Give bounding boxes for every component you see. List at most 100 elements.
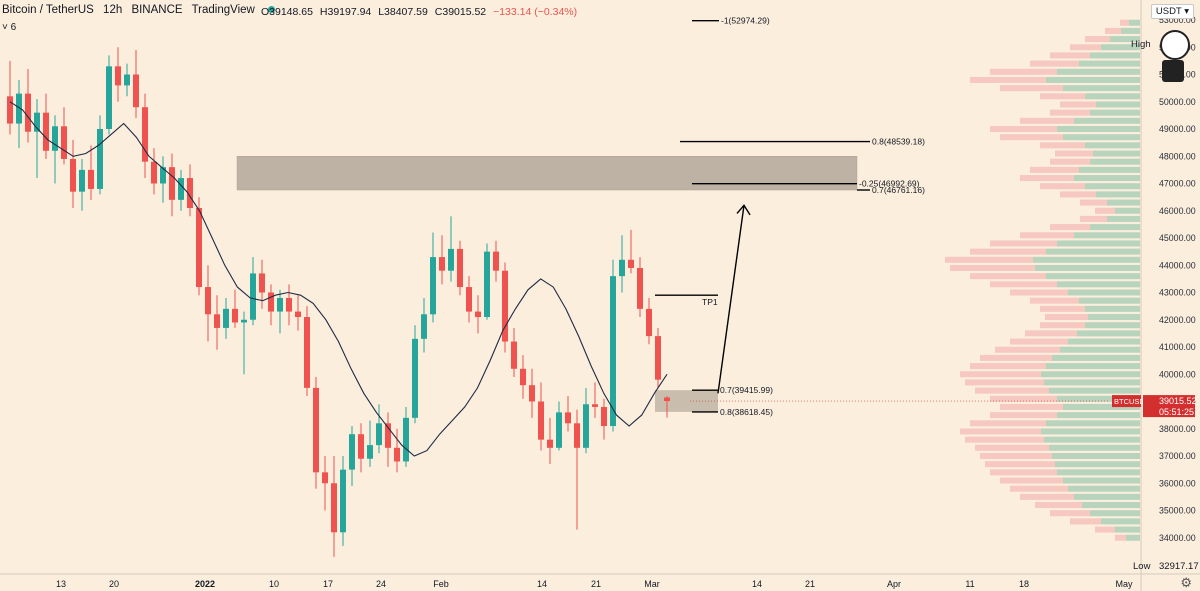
- volume-profile-bar-buy: [1126, 534, 1140, 541]
- candle-body: [43, 112, 49, 151]
- currency-label: USDT: [1155, 6, 1182, 17]
- volume-profile-bar-buy: [1063, 477, 1140, 484]
- candle-body: [412, 338, 418, 418]
- volume-profile-bar-sell: [1040, 305, 1085, 312]
- ticker-tag: [1112, 395, 1141, 408]
- candle-body: [565, 412, 571, 424]
- candle-body: [79, 169, 85, 192]
- volume-profile-bar-buy: [1046, 273, 1140, 280]
- volume-profile-bar-buy: [1090, 52, 1140, 59]
- candle-body: [187, 178, 193, 209]
- volume-profile-bar-buy: [1057, 68, 1140, 75]
- x-tick-label: 24: [376, 579, 386, 589]
- candle-body: [439, 257, 445, 271]
- interval-label[interactable]: 12h: [103, 4, 123, 16]
- candle-body: [538, 401, 544, 440]
- candle-body: [16, 93, 22, 124]
- y-tick-label: 46000.00: [1159, 206, 1196, 216]
- indicator-toggle[interactable]: ˅ 6: [2, 22, 17, 33]
- candle-body: [430, 257, 436, 315]
- x-tick-label: 18: [1019, 579, 1029, 589]
- volume-profile-bar-buy: [1057, 281, 1140, 288]
- candle-body: [160, 167, 166, 184]
- volume-profile-bar-sell: [990, 469, 1057, 476]
- volume-profile-bar-sell: [970, 363, 1046, 370]
- currency-button[interactable]: USDT ▾: [1150, 4, 1194, 19]
- candle-body: [34, 112, 40, 132]
- candle-body: [592, 404, 598, 407]
- volume-profile-bar-sell: [970, 76, 1046, 83]
- candle-body: [358, 434, 364, 459]
- volume-profile-bar-sell: [1040, 183, 1085, 190]
- volume-profile-bar-buy: [1044, 379, 1140, 386]
- candle-body: [88, 169, 94, 189]
- candle-body: [664, 397, 670, 402]
- volume-profile-bar-buy: [1068, 338, 1140, 345]
- candle-body: [493, 251, 499, 271]
- x-tick-label: Apr: [887, 579, 901, 589]
- candle-body: [205, 287, 211, 315]
- candle-body: [403, 417, 409, 462]
- volume-profile-bar-buy: [1055, 461, 1140, 468]
- volume-profile-bar-buy: [1041, 371, 1140, 378]
- volume-profile-bar-buy: [1096, 101, 1140, 108]
- volume-profile-bar-sell: [1035, 502, 1082, 509]
- candle-body: [259, 273, 265, 293]
- x-tick-label: 11: [965, 579, 974, 589]
- chart-header: Bitcoin / TetherUS 12h BINANCE TradingVi…: [2, 4, 283, 16]
- volume-profile-bar-buy: [1090, 158, 1140, 165]
- x-tick-label: 14: [752, 579, 762, 589]
- volume-profile-bar-buy: [1096, 191, 1140, 198]
- ohlc-low: L38407.59: [378, 6, 428, 18]
- volume-profile-bar-sell: [990, 68, 1057, 75]
- candle-body: [133, 74, 139, 108]
- x-tick-label: 17: [323, 579, 333, 589]
- volume-profile-bar-buy: [1046, 420, 1140, 427]
- projection-arrow: [717, 205, 745, 394]
- volume-profile-bar-buy: [1063, 134, 1140, 141]
- author-avatar-icon: [1160, 30, 1190, 60]
- y-tick-label: 47000.00: [1159, 179, 1196, 189]
- volume-profile-bar-buy: [1046, 248, 1140, 255]
- volume-profile-bar-sell: [1030, 297, 1079, 304]
- volume-profile-bar-sell: [1000, 477, 1063, 484]
- volume-profile-bar-buy: [1074, 175, 1140, 182]
- candle-body: [583, 404, 589, 448]
- volume-profile-bar-sell: [1010, 338, 1068, 345]
- x-tick-label: 21: [591, 579, 601, 589]
- volume-profile-bar-buy: [1046, 363, 1140, 370]
- market-status-icon: [268, 6, 276, 14]
- volume-profile-bar-buy: [1101, 518, 1140, 525]
- x-tick-label: 14: [537, 579, 547, 589]
- volume-profile-bar-buy: [1063, 85, 1140, 92]
- candle-body: [196, 208, 202, 288]
- candle-body: [340, 469, 346, 533]
- volume-profile-bar-buy: [1090, 109, 1140, 116]
- volume-profile-bar-sell: [1010, 289, 1068, 296]
- volume-profile-bar-sell: [990, 281, 1057, 288]
- candle-body: [214, 314, 220, 328]
- x-tick-label: 20: [109, 579, 119, 589]
- volume-profile-bar-sell: [965, 436, 1044, 443]
- volume-profile-bar-buy: [1057, 469, 1140, 476]
- settings-gear-icon[interactable]: ⚙: [1180, 575, 1192, 590]
- volume-profile-bar-sell: [1080, 199, 1107, 206]
- volume-profile-bar-sell: [1115, 534, 1126, 541]
- low-label: Low: [1133, 561, 1151, 572]
- volume-profile-bar-sell: [1050, 109, 1090, 116]
- volume-profile-bar-sell: [945, 256, 1033, 263]
- volume-profile-bar-buy: [1085, 322, 1140, 329]
- candle-body: [466, 287, 472, 312]
- volume-profile-bar-buy: [1077, 330, 1140, 337]
- candle-body: [268, 292, 274, 312]
- projection-arrowhead: [736, 204, 751, 216]
- fib-level-label: 0.8(38618.45): [720, 407, 773, 417]
- symbol-pair[interactable]: Bitcoin / TetherUS: [2, 4, 94, 16]
- y-tick-label: 50000.00: [1159, 97, 1196, 107]
- volume-profile-bar-sell: [990, 240, 1057, 247]
- volume-profile-bar-sell: [1070, 44, 1101, 51]
- exchange-label: BINANCE: [131, 4, 183, 16]
- candle-body: [7, 96, 13, 124]
